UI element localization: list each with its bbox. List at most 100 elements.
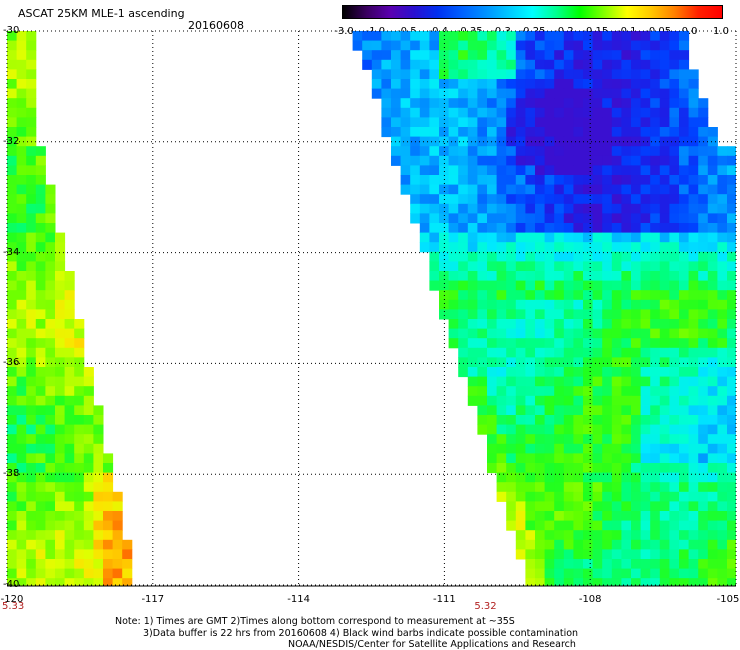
swath-cell xyxy=(573,203,584,214)
swath-cell xyxy=(64,299,75,310)
swath-cell xyxy=(410,127,421,138)
swath-cell xyxy=(727,213,738,224)
swath-cell xyxy=(602,415,613,426)
swath-cell xyxy=(688,251,699,262)
swath-cell xyxy=(35,568,46,579)
swath-cell xyxy=(650,530,661,541)
swath-cell xyxy=(650,520,661,531)
swath-cell xyxy=(45,472,56,483)
swath-cell xyxy=(7,520,18,531)
swath-cell xyxy=(640,155,651,166)
swath-cell xyxy=(515,280,526,291)
swath-cell xyxy=(717,568,728,579)
swath-cell xyxy=(650,107,661,118)
swath-cell xyxy=(35,290,46,301)
swath-cell xyxy=(611,347,622,358)
swath-cell xyxy=(640,568,651,579)
swath-cell xyxy=(640,59,651,70)
swath-cell xyxy=(16,376,27,387)
swath-cell xyxy=(371,50,382,61)
swath-cell xyxy=(45,194,56,205)
swath-cell xyxy=(650,98,661,109)
swath-cell xyxy=(7,376,18,387)
swath-cell xyxy=(477,194,488,205)
swath-cell xyxy=(659,40,670,51)
swath-cell xyxy=(631,491,642,502)
swath-cell xyxy=(727,568,738,579)
swath-cell xyxy=(506,88,517,99)
swath-cell xyxy=(602,453,613,464)
swath-cell xyxy=(669,299,680,310)
swath-cell xyxy=(467,146,478,157)
swath-cell xyxy=(727,530,738,541)
swath-cell xyxy=(669,578,680,589)
swath-cell xyxy=(410,175,421,186)
swath-cell xyxy=(611,463,622,474)
swath-cell xyxy=(611,578,622,589)
swath-cell xyxy=(679,194,690,205)
swath-cell xyxy=(592,299,603,310)
swath-cell xyxy=(563,299,574,310)
swath-cell xyxy=(602,309,613,320)
swath-cell xyxy=(506,69,517,80)
swath-cell xyxy=(26,59,37,70)
swath-cell xyxy=(16,299,27,310)
swath-cell xyxy=(698,155,709,166)
swath-cell xyxy=(477,290,488,301)
swath-cell xyxy=(391,40,402,51)
swath-cell xyxy=(631,319,642,330)
longitude-label: -108 xyxy=(578,594,602,605)
swath-cell xyxy=(698,376,709,387)
swath-cell xyxy=(707,338,718,349)
swath-cell xyxy=(631,578,642,589)
swath-cell xyxy=(688,395,699,406)
swath-cell xyxy=(563,549,574,560)
swath-cell xyxy=(659,194,670,205)
swath-cell xyxy=(544,405,555,416)
swath-cell xyxy=(506,165,517,176)
swath-cell xyxy=(103,549,114,560)
swath-cell xyxy=(707,155,718,166)
swath-cell xyxy=(727,280,738,291)
swath-cell xyxy=(583,309,594,320)
swath-cell xyxy=(659,376,670,387)
swath-cell xyxy=(717,299,728,310)
swath-cell xyxy=(535,280,546,291)
swath-cell xyxy=(707,136,718,147)
swath-cell xyxy=(554,434,565,445)
swath-cell xyxy=(659,511,670,522)
swath-cell xyxy=(592,578,603,589)
swath-cell xyxy=(535,271,546,282)
swath-cell xyxy=(717,290,728,301)
swath-cell xyxy=(45,232,56,243)
swath-cell xyxy=(679,472,690,483)
swath-cell xyxy=(122,568,133,579)
swath-cell xyxy=(487,309,498,320)
swath-cell xyxy=(458,107,469,118)
swath-cell xyxy=(592,338,603,349)
swath-cell xyxy=(525,69,536,80)
swath-cell xyxy=(35,453,46,464)
swath-cell xyxy=(93,539,104,550)
swath-cell xyxy=(16,59,27,70)
swath-cell xyxy=(583,415,594,426)
swath-cell xyxy=(525,530,536,541)
swath-cell xyxy=(621,530,632,541)
swath-cell xyxy=(525,175,536,186)
swath-cell xyxy=(7,213,18,224)
swath-cell xyxy=(659,386,670,397)
swath-cell xyxy=(64,290,75,301)
swath-cell xyxy=(515,501,526,512)
swath-cell xyxy=(679,568,690,579)
swath-cell xyxy=(688,539,699,550)
swath-cell xyxy=(602,40,613,51)
swath-cell xyxy=(458,223,469,234)
swath-cell xyxy=(7,443,18,454)
swath-cell xyxy=(631,501,642,512)
swath-cell xyxy=(698,559,709,570)
swath-cell xyxy=(640,261,651,272)
swath-cell xyxy=(74,434,85,445)
swath-cell xyxy=(544,203,555,214)
swath-cell xyxy=(583,395,594,406)
swath-cell xyxy=(535,309,546,320)
